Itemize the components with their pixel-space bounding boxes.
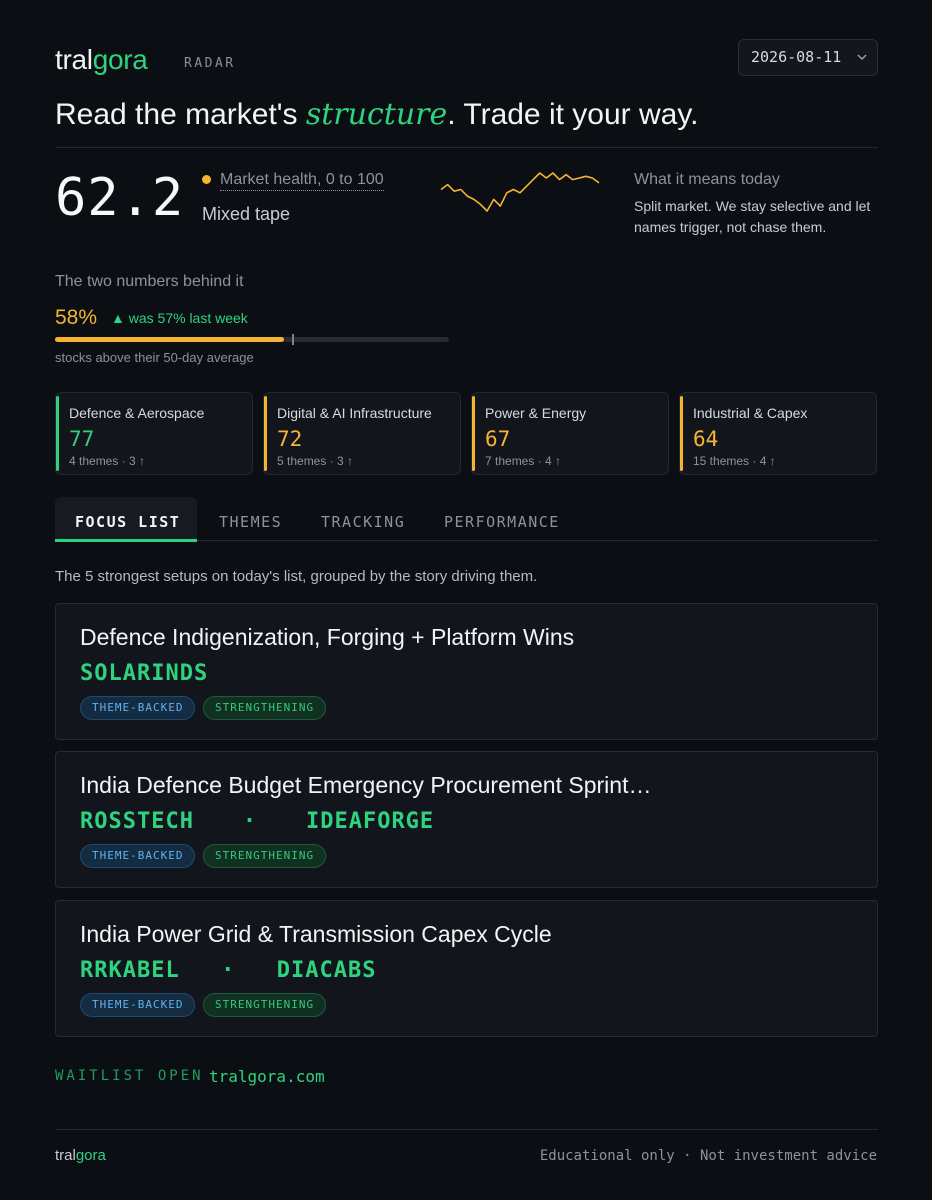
health-score: 62.2 [55, 168, 185, 228]
tag-strengthening: STRENGTHENING [203, 696, 327, 720]
sector-score: 64 [693, 427, 719, 451]
sector-meta: 7 themes · 4 ↑ [485, 454, 562, 468]
tab-focus-list[interactable]: FOCUS LIST [75, 513, 181, 531]
sector-meta: 4 themes · 3 ↑ [69, 454, 146, 468]
status-dot [202, 175, 211, 184]
sector-score: 77 [69, 427, 95, 451]
ticker[interactable]: SOLARINDS [80, 661, 209, 686]
breadth-title: The two numbers behind it [55, 273, 244, 290]
tag-strengthening: STRENGTHENING [203, 844, 327, 868]
sector-score: 67 [485, 427, 511, 451]
tabs-divider [55, 540, 878, 541]
ticker[interactable]: IDEAFORGE [305, 809, 435, 834]
footer-divider [55, 1129, 878, 1130]
brand-part-1: tral [55, 44, 93, 75]
ticker-separator: · [221, 958, 236, 983]
page-headline: Read the market's structure. Trade it yo… [55, 97, 698, 132]
footer-brand-part-2: gora [75, 1147, 106, 1164]
up-arrow-icon: ▲ [111, 310, 125, 326]
waitlist-link[interactable]: tralgora.com [209, 1067, 325, 1086]
sector-accent [264, 396, 267, 471]
health-state: Mixed tape [202, 204, 291, 224]
product-label: RADAR [184, 56, 236, 71]
setup-title: India Power Grid & Transmission Capex Cy… [80, 921, 552, 947]
setup-title: Defence Indigenization, Forging + Platfo… [80, 624, 575, 650]
brand-part-2: gora [92, 44, 148, 75]
breadth-value: 58% [55, 306, 98, 329]
waitlist-label: WAITLIST OPEN [55, 1068, 204, 1084]
breadth-trend-text: was 57% last week [128, 310, 248, 326]
meaning-title: What it means today [634, 171, 780, 188]
health-sparkline [440, 172, 600, 212]
ticker-separator: · [242, 809, 258, 834]
sector-meta: 15 themes · 4 ↑ [693, 454, 776, 468]
sector-card-defence[interactable]: Defence & Aerospace 77 4 themes · 3 ↑ [55, 392, 253, 475]
setup-tickers: ROSSTECH · IDEAFORGE [80, 809, 434, 834]
breadth-bar-fill [55, 337, 284, 342]
breadth-bar-previous-marker [291, 334, 294, 345]
setup-card[interactable]: Defence Indigenization, Forging + Platfo… [55, 603, 878, 740]
tag-theme-backed: THEME-BACKED [80, 844, 196, 868]
sector-card-power-energy[interactable]: Power & Energy 67 7 themes · 4 ↑ [471, 392, 669, 475]
footer-brand-part-1: tral [55, 1147, 76, 1164]
ticker[interactable]: RRKABEL [80, 958, 180, 983]
sector-accent [680, 396, 683, 471]
brand-logo[interactable]: tralgora [55, 44, 148, 76]
setup-tickers: SOLARINDS [80, 661, 208, 686]
sparkline-line [440, 172, 600, 212]
sector-name: Digital & AI Infrastructure [277, 405, 432, 421]
headline-text: Read the market's [55, 98, 306, 131]
tab-themes[interactable]: THEMES [219, 513, 283, 531]
date-value: 2026-08-11 [751, 48, 842, 66]
sector-score: 72 [277, 427, 303, 451]
footer-brand[interactable]: tralgora [55, 1147, 106, 1164]
header-divider [55, 147, 878, 148]
ticker[interactable]: DIACABS [276, 958, 377, 983]
tab-performance[interactable]: PERFORMANCE [444, 513, 560, 531]
tag-theme-backed: THEME-BACKED [80, 993, 196, 1017]
focus-list-subtitle: The 5 strongest setups on today's list, … [55, 568, 538, 585]
ticker[interactable]: ROSSTECH [80, 809, 194, 834]
tag-strengthening: STRENGTHENING [203, 993, 327, 1017]
meaning-text: Split market. We stay selective and let … [634, 198, 871, 235]
setup-card[interactable]: India Power Grid & Transmission Capex Cy… [55, 900, 878, 1037]
footer-disclaimer: Educational only · Not investment advice [539, 1148, 877, 1164]
date-selector[interactable]: 2026-08-11 [738, 39, 878, 76]
sector-accent [472, 396, 475, 471]
breadth-bar [55, 334, 449, 345]
tag-theme-backed: THEME-BACKED [80, 696, 196, 720]
sector-name: Industrial & Capex [693, 405, 808, 421]
setup-title: India Defence Budget Emergency Procureme… [80, 772, 652, 798]
setup-card[interactable]: India Defence Budget Emergency Procureme… [55, 751, 878, 888]
sector-card-industrial-capex[interactable]: Industrial & Capex 64 15 themes · 4 ↑ [679, 392, 877, 475]
chevron-down-icon [857, 40, 867, 89]
headline-text-end: . Trade it your way. [447, 98, 699, 131]
sector-name: Power & Energy [485, 405, 587, 421]
sector-name: Defence & Aerospace [69, 405, 205, 421]
sector-card-digital-ai[interactable]: Digital & AI Infrastructure 72 5 themes … [263, 392, 461, 475]
setup-tickers: RRKABEL · DIACABS [80, 958, 376, 983]
tab-tracking[interactable]: TRACKING [321, 513, 406, 531]
breadth-caption: stocks above their 50-day average [55, 350, 254, 365]
breadth-trend: ▲ was 57% last week [111, 310, 248, 326]
tab-active-underline [55, 539, 197, 542]
health-label[interactable]: Market health, 0 to 100 [220, 171, 384, 191]
sector-accent [56, 396, 59, 471]
headline-emphasis: structure [305, 97, 448, 132]
tab-active-background [55, 497, 197, 541]
sector-meta: 5 themes · 3 ↑ [277, 454, 354, 468]
